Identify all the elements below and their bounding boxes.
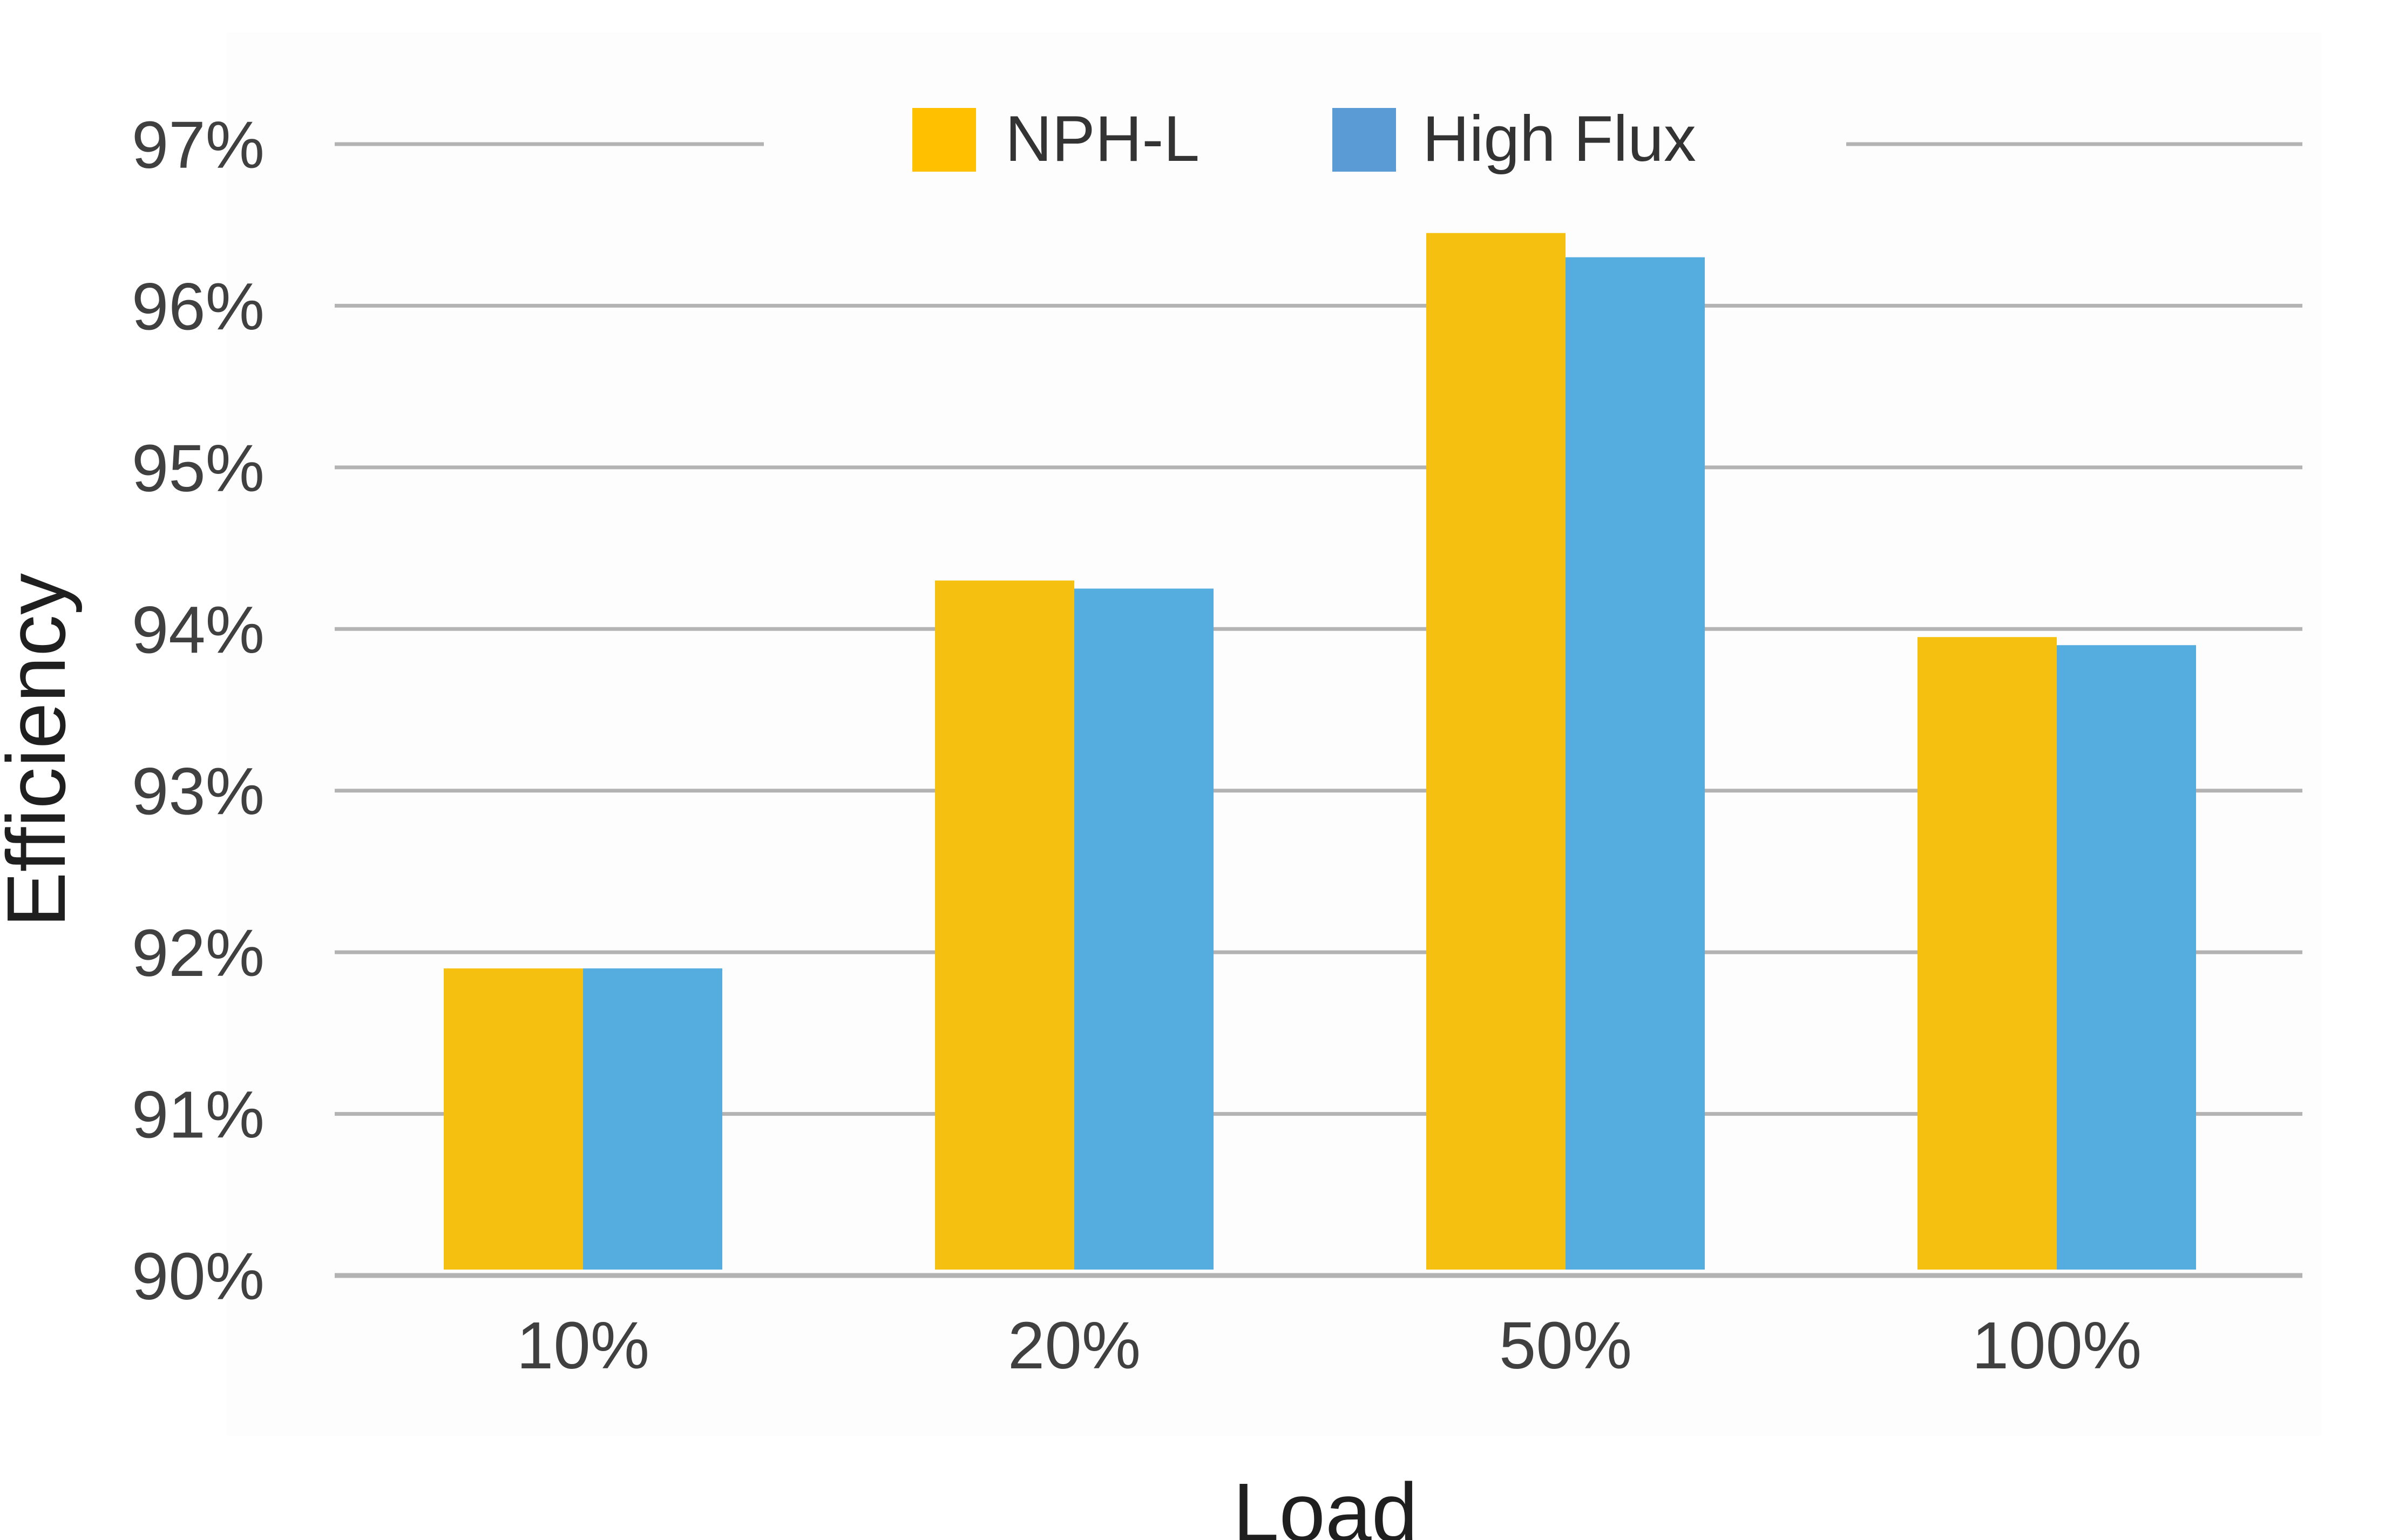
gridlines	[335, 142, 2302, 1278]
legend: NPH-L High Flux	[912, 103, 1696, 175]
y-tick-label: 95%	[132, 432, 265, 506]
y-tick-label: 96%	[132, 270, 265, 344]
bar-high-flux	[1074, 588, 1214, 1270]
legend-label-high-flux: High Flux	[1422, 103, 1696, 175]
bar-high-flux	[583, 968, 722, 1270]
legend-swatch-high-flux	[1332, 108, 1396, 172]
y-axis-title: Efficiency	[0, 573, 83, 927]
x-tick-label: 20%	[1008, 1309, 1141, 1383]
x-tick-label: 100%	[1972, 1309, 2142, 1383]
x-tick-label: 10%	[517, 1309, 649, 1383]
bar-nph-l	[935, 580, 1074, 1270]
y-tick-label: 93%	[132, 755, 265, 829]
bars	[444, 233, 2196, 1270]
y-tick-label: 90%	[132, 1240, 265, 1314]
y-tick-label: 91%	[132, 1078, 265, 1152]
x-axis-title: Load	[1233, 1466, 1418, 1540]
bar-high-flux	[2057, 645, 2196, 1270]
y-tick-label: 94%	[132, 593, 265, 667]
y-tick-labels: 90% 91% 92% 93% 94% 95% 96% 97%	[132, 108, 265, 1314]
x-tick-labels: 10% 20% 50% 100%	[517, 1309, 2142, 1383]
bar-nph-l	[1426, 233, 1566, 1270]
bar-nph-l	[1917, 637, 2057, 1270]
x-tick-label: 50%	[1499, 1309, 1632, 1383]
y-tick-label: 92%	[132, 917, 265, 991]
bar-nph-l	[444, 968, 583, 1270]
legend-label-nph-l: NPH-L	[1005, 103, 1200, 175]
legend-swatch-nph-l	[912, 108, 976, 172]
y-tick-label: 97%	[132, 108, 265, 182]
bar-high-flux	[1566, 257, 1705, 1270]
